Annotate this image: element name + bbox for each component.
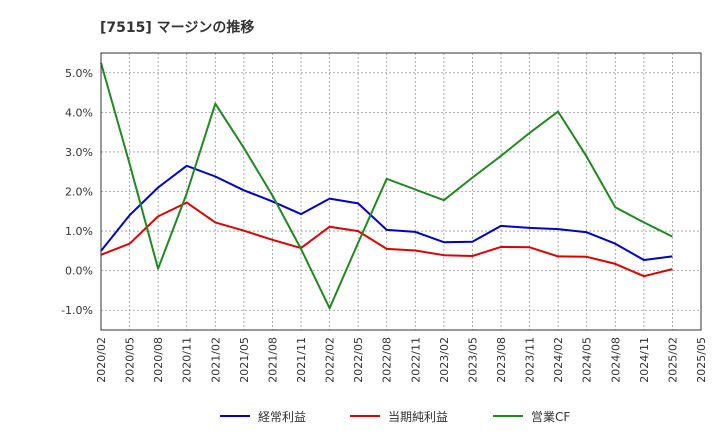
y-tick-label: 2.0% [65, 186, 93, 199]
x-tick-label: 2023/02 [438, 337, 451, 383]
series-line-3 [100, 62, 673, 310]
y-tick-label: 1.0% [65, 225, 93, 238]
x-tick-label: 2022/11 [409, 337, 422, 383]
x-axis-ticks: 2020/02 2020/05 2020/08 2020/11 2021/02 2021/… [95, 337, 708, 383]
legend-label: 営業CF [531, 410, 570, 424]
x-tick-label: 2020/11 [181, 337, 194, 383]
x-tick-label: 2024/02 [552, 337, 565, 383]
x-tick-label: 2021/05 [238, 337, 251, 383]
grid [101, 53, 701, 330]
legend-label: 当期純利益 [388, 410, 448, 424]
x-tick-label: 2020/08 [152, 337, 165, 383]
plot-frame [100, 52, 702, 331]
x-tick-label: 2020/02 [95, 337, 108, 383]
y-tick-label: 4.0% [65, 106, 93, 119]
legend: 経常利益 当期純利益 営業CF [220, 410, 570, 424]
series-line-2 [100, 201, 673, 278]
x-tick-label: 2022/02 [324, 337, 337, 383]
y-axis-ticks: -1.0% 0.0% 1.0% 2.0% 3.0% 4.0% 5.0% [61, 67, 93, 317]
x-tick-label: 2022/05 [352, 337, 365, 383]
x-tick-label: 2021/11 [295, 337, 308, 383]
x-tick-label: 2024/05 [581, 337, 594, 383]
x-tick-label: 2024/11 [638, 337, 651, 383]
x-tick-label: 2020/05 [124, 337, 137, 383]
y-tick-label: 3.0% [65, 146, 93, 159]
y-tick-label: 0.0% [65, 265, 93, 278]
series-line-1 [100, 164, 673, 261]
series-lines [100, 62, 673, 310]
x-tick-label: 2023/05 [466, 337, 479, 383]
x-tick-label: 2022/08 [381, 337, 394, 383]
x-tick-label: 2023/08 [495, 337, 508, 383]
x-tick-label: 2021/02 [209, 337, 222, 383]
legend-label: 経常利益 [258, 410, 306, 424]
y-tick-label: -1.0% [61, 304, 93, 317]
chart-title: [7515] マージンの推移 [100, 19, 254, 36]
x-tick-label: 2024/08 [609, 337, 622, 383]
x-tick-label: 2025/02 [666, 337, 679, 383]
x-tick-label: 2021/08 [266, 337, 279, 383]
x-tick-label: 2023/11 [524, 337, 537, 383]
x-tick-label: 2025/05 [695, 337, 708, 383]
y-tick-label: 5.0% [65, 67, 93, 80]
